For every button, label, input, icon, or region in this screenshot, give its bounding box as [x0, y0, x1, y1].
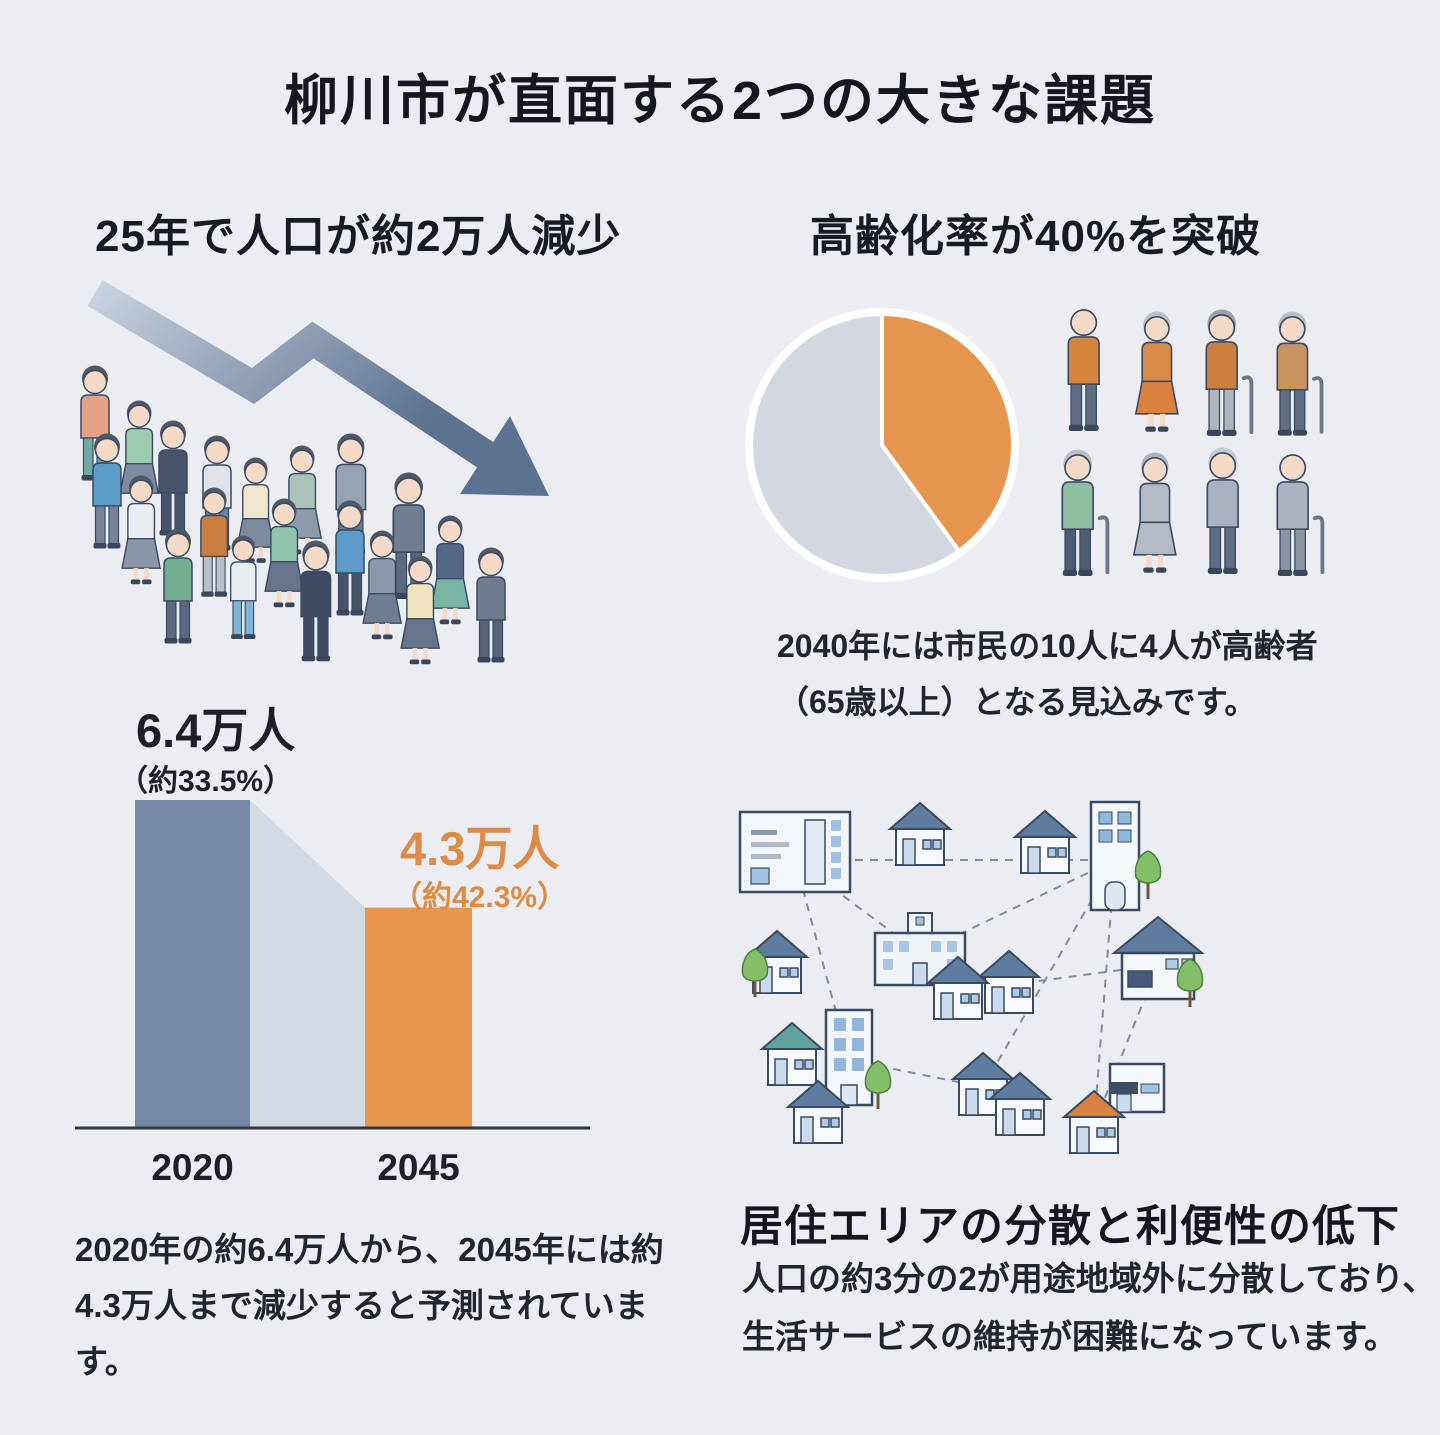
population-crowd-illustration — [80, 280, 549, 665]
elderly-people-illustration — [1061, 309, 1325, 576]
house-icon — [925, 955, 991, 1020]
tree-icon — [741, 948, 769, 997]
apartment-icon — [824, 1008, 874, 1107]
svg-text:（約33.5%）: （約33.5%） — [118, 764, 293, 798]
page-title: 柳川市が直面する2つの大きな課題 — [283, 71, 1157, 131]
house-icon — [1012, 809, 1078, 874]
dispersion-heading: 居住エリアの分散と利便性の低下 — [740, 1203, 1400, 1251]
tree-icon — [864, 1060, 892, 1109]
tree-icon — [1176, 958, 1204, 1007]
svg-text:2020: 2020 — [151, 1147, 233, 1188]
svg-text:4.3万人: 4.3万人 — [400, 822, 559, 875]
dispersion-note-line2: 生活サービスの維持が困難になっています。 — [742, 1318, 1398, 1355]
shop-icon — [1108, 1062, 1166, 1114]
aging-note-line1: 2040年には市民の10人に4人が高齢者 — [777, 628, 1318, 664]
house-icon — [976, 949, 1042, 1014]
aging-pie-chart — [745, 308, 1019, 582]
house-icon — [987, 1071, 1053, 1136]
house-icon — [759, 1021, 825, 1086]
houses-network-diagram — [738, 800, 1205, 1154]
declining-arrow-icon — [87, 280, 549, 496]
aging-heading: 高齢化率が40%を突破 — [810, 212, 1262, 261]
house-icon — [1061, 1089, 1127, 1154]
svg-text:6.4万人: 6.4万人 — [136, 704, 295, 757]
dispersion-note: 人口の約3分の2が用途地域外に分散しており、 生活サービスの維持が困難になってい… — [742, 1250, 1435, 1366]
population-note: 2020年の約6.4万人から、2045年には約4.3万人まで減少すると予測されて… — [75, 1231, 664, 1380]
tower-icon — [1089, 800, 1141, 912]
svg-text:2045: 2045 — [377, 1147, 459, 1188]
aging-note-line2: （65歳以上）となる見込みです。 — [777, 684, 1257, 720]
house-icon — [785, 1079, 851, 1144]
office-icon — [738, 810, 852, 894]
dispersion-note-line1: 人口の約3分の2が用途地域外に分散しており、 — [742, 1260, 1436, 1297]
aging-note: 2040年には市民の10人に4人が高齢者 （65歳以上）となる見込みです。 — [777, 618, 1318, 730]
svg-text:（約42.3%）: （約42.3%） — [392, 880, 567, 914]
population-heading: 25年で人口が約2万人減少 — [95, 212, 622, 261]
house-icon — [887, 801, 953, 866]
tree-icon — [1134, 850, 1162, 899]
population-bar-chart: 6.4万人 （約33.5%） 4.3万人 （約42.3%） 2020 2045 — [75, 704, 590, 1188]
